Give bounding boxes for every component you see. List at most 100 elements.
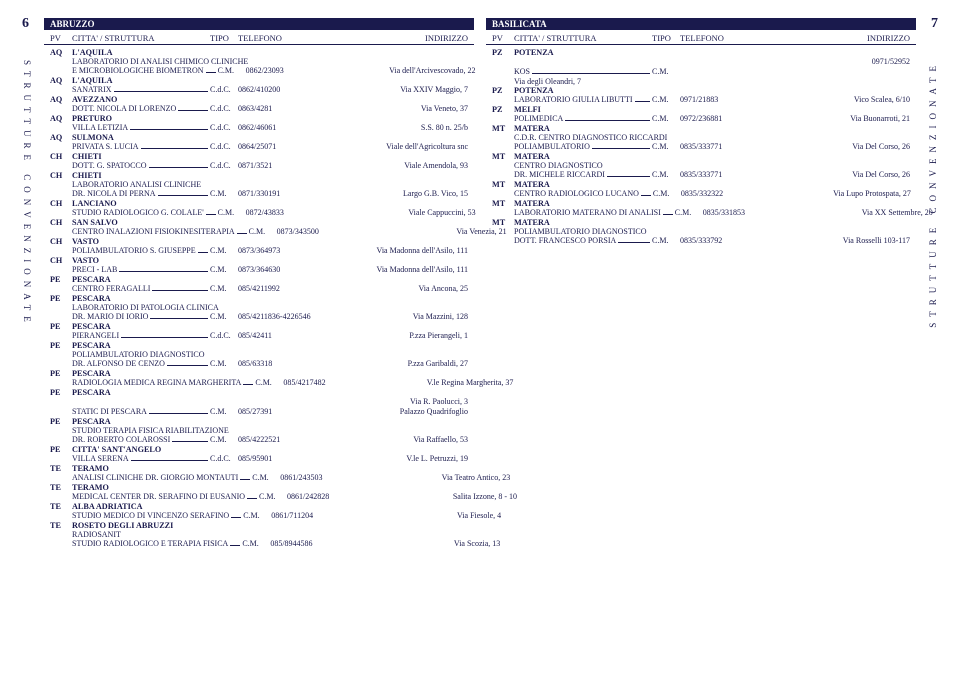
structure-tipo: C.M. bbox=[259, 492, 287, 501]
city-row: PZPOTENZA bbox=[486, 86, 916, 95]
hdr-addr: INDIRIZZO bbox=[338, 33, 468, 43]
structure-row: DOTT. FRANCESCO PORSIAC.M.0835/333792Via… bbox=[486, 236, 916, 245]
structure-name: DR. MARIO DI IORIO bbox=[50, 312, 148, 321]
structure-row: VILLA SERENAC.d.C.085/95901V.le L. Petru… bbox=[44, 454, 474, 463]
structure-addr: Via Buonarroti, 21 bbox=[780, 114, 910, 123]
structure-addr: Via XXIV Maggio, 7 bbox=[338, 85, 468, 94]
structure-tel: 0873/343500 bbox=[277, 227, 377, 236]
structure-addr: Via dell'Arcivescovado, 22 bbox=[346, 66, 476, 75]
structure-name: VILLA SERENA bbox=[50, 454, 129, 463]
structure-row: DR. NICOLA DI PERNAC.M.0871/330191Largo … bbox=[44, 189, 474, 198]
city-row: CHCHIETI bbox=[44, 171, 474, 180]
structure-addr: P.zza Pierangeli, 1 bbox=[338, 331, 468, 340]
structure-tipo: C.M. bbox=[652, 236, 680, 245]
city-row: AQL'AQUILA bbox=[44, 76, 474, 85]
structure-row: ANALISI CLINICHE DR. GIORGIO MONTAUTIC.M… bbox=[44, 473, 474, 482]
structure-name: DOTT. G. SPATOCCO bbox=[50, 161, 147, 170]
structure-name: DR. NICOLA DI PERNA bbox=[50, 189, 156, 198]
city-row: PEPESCARA bbox=[44, 322, 474, 331]
city-row: CHSAN SALVO bbox=[44, 218, 474, 227]
city-row: PEPESCARA bbox=[44, 341, 474, 350]
structure-addr: Via Mazzini, 128 bbox=[338, 312, 468, 321]
row-dots bbox=[149, 167, 208, 168]
structure-addr: Via XX Settembre, 20 bbox=[803, 208, 933, 217]
structure-tipo: C.M. bbox=[652, 114, 680, 123]
structure-row: E MICROBIOLOGICHE BIOMETRONC.M.0862/2309… bbox=[44, 66, 474, 75]
structure-name-extra: CENTRO DIAGNOSTICO bbox=[486, 161, 916, 170]
row-dots bbox=[152, 290, 208, 291]
structure-row: PRIVATA S. LUCIAC.d.C.0864/25071Viale de… bbox=[44, 142, 474, 151]
structure-tipo: C.M. bbox=[249, 227, 277, 236]
row-dots bbox=[247, 498, 257, 499]
row-dots bbox=[635, 101, 650, 102]
structure-tel: 0862/410200 bbox=[238, 85, 338, 94]
structure-tipo: C.d.C. bbox=[210, 142, 238, 151]
structure-row: DR. ROBERTO COLAROSSIC.M.085/4222521Via … bbox=[44, 435, 474, 444]
structure-name: CENTRO INALAZIONI FISIOKINESITERAPIA bbox=[50, 227, 235, 236]
structure-name: PIERANGELI bbox=[50, 331, 119, 340]
structure-name: DR. MICHELE RICCARDI bbox=[492, 170, 605, 179]
page-content: ABRUZZO PV CITTA' / STRUTTURA TIPO TELEF… bbox=[0, 0, 960, 567]
structure-name: POLIAMBULATORIO S. GIUSEPPE bbox=[50, 246, 196, 255]
structure-name: STATIC DI PESCARA bbox=[50, 407, 147, 416]
structure-name: RADIOLOGIA MEDICA REGINA MARGHERITA bbox=[50, 378, 241, 387]
structure-tel: 0835/333771 bbox=[680, 170, 780, 179]
structure-tipo: C.M. bbox=[652, 170, 680, 179]
region-header-right: BASILICATA bbox=[486, 18, 916, 30]
structure-name: LABORATORIO GIULIA LIBUTTI bbox=[492, 95, 633, 104]
structure-tipo: C.M. bbox=[210, 246, 238, 255]
structure-tipo: C.M. bbox=[210, 359, 238, 368]
structure-name: DR. ROBERTO COLAROSSI bbox=[50, 435, 170, 444]
structure-name-extra: POLIAMBULATORIO DIAGNOSTICO bbox=[44, 350, 474, 359]
structure-addr: Largo G.B. Vico, 15 bbox=[338, 189, 468, 198]
row-dots bbox=[618, 242, 650, 243]
structure-tipo: C.M. bbox=[210, 312, 238, 321]
structure-tel: 0972/236881 bbox=[680, 114, 780, 123]
table-header-left: PV CITTA' / STRUTTURA TIPO TELEFONO INDI… bbox=[44, 32, 474, 45]
structure-tel: 0862/46061 bbox=[238, 123, 338, 132]
row-dots bbox=[119, 271, 208, 272]
structure-name-extra: LABORATORIO ANALISI CLINICHE bbox=[44, 180, 474, 189]
structure-row: STUDIO RADIOLOGICO G. COLALE'C.M.0872/43… bbox=[44, 208, 474, 217]
row-dots bbox=[149, 413, 208, 414]
row-dots bbox=[130, 129, 208, 130]
structure-tel: 0835/332322 bbox=[681, 189, 781, 198]
structure-name-extra: C.D.R. CENTRO DIAGNOSTICO RICCARDI bbox=[486, 133, 916, 142]
structure-row: VILLA LETIZIAC.d.C.0862/46061S.S. 80 n. … bbox=[44, 123, 474, 132]
region-header-left: ABRUZZO bbox=[44, 18, 474, 30]
structure-tipo: C.M. bbox=[652, 95, 680, 104]
structure-tipo: C.d.C. bbox=[210, 85, 238, 94]
city-row: PZPOTENZA bbox=[486, 48, 916, 57]
structure-addr: Palazzo Quadrifoglio bbox=[338, 407, 468, 416]
city-row: AQL'AQUILA bbox=[44, 48, 474, 57]
structure-tel: 085/4211992 bbox=[238, 284, 338, 293]
city-row: MTMATERA bbox=[486, 180, 916, 189]
structure-tel: 0863/4281 bbox=[238, 104, 338, 113]
city-row: PEPESCARA bbox=[44, 275, 474, 284]
city-row: TETERAMO bbox=[44, 464, 474, 473]
addr-extra-row: 0971/52952 bbox=[486, 57, 916, 66]
structure-tel: 085/95901 bbox=[238, 454, 338, 463]
structure-name: E MICROBIOLOGICHE BIOMETRON bbox=[50, 66, 204, 75]
structure-tel: 0835/333771 bbox=[680, 142, 780, 151]
page-number-left: 6 bbox=[22, 16, 29, 32]
structure-name: KOS bbox=[492, 67, 530, 76]
structure-addr: Via Del Corso, 26 bbox=[780, 170, 910, 179]
structure-tipo: C.M. bbox=[653, 189, 681, 198]
hdr-tipo: TIPO bbox=[652, 33, 680, 43]
structure-row: DR. MARIO DI IORIOC.M.085/4211836-422654… bbox=[44, 312, 474, 321]
structure-addr: P.zza Garibaldi, 27 bbox=[338, 359, 468, 368]
city-row: CHCHIETI bbox=[44, 152, 474, 161]
structure-row: POLIAMBULATORIO S. GIUSEPPEC.M.0873/3649… bbox=[44, 246, 474, 255]
city-row: AQSULMONA bbox=[44, 133, 474, 142]
structure-tipo: C.M. bbox=[210, 284, 238, 293]
structure-name: STUDIO RADIOLOGICO E TERAPIA FISICA bbox=[50, 539, 228, 548]
structure-name: POLIAMBULATORIO bbox=[492, 142, 590, 151]
row-dots bbox=[206, 72, 216, 73]
hdr-tipo: TIPO bbox=[210, 33, 238, 43]
structure-addr: Via Veneto, 37 bbox=[338, 104, 468, 113]
structure-tel: 085/42411 bbox=[238, 331, 338, 340]
structure-name: DR. ALFONSO DE CENZO bbox=[50, 359, 165, 368]
structure-row: DR. ALFONSO DE CENZOC.M.085/63318P.zza G… bbox=[44, 359, 474, 368]
structure-tipo: C.d.C. bbox=[210, 123, 238, 132]
